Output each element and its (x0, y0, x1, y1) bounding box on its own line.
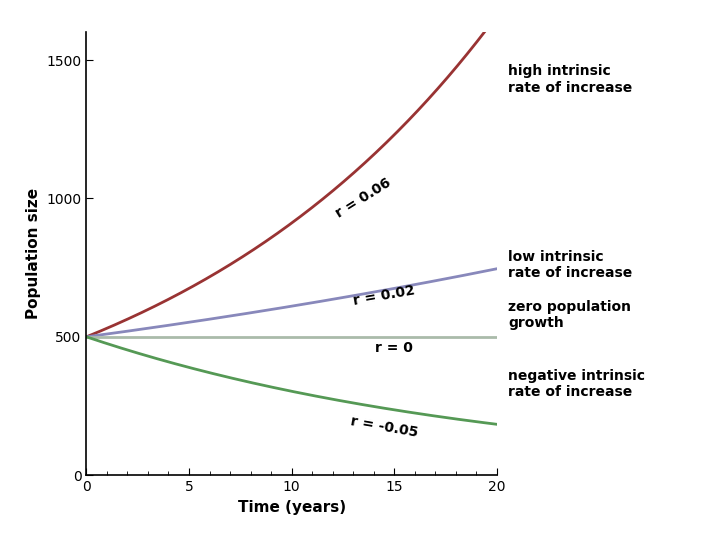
Text: negative intrinsic
rate of increase: negative intrinsic rate of increase (508, 369, 645, 399)
Text: r = -0.05: r = -0.05 (349, 414, 419, 440)
Y-axis label: Population size: Population size (26, 188, 41, 319)
Text: high intrinsic
rate of increase: high intrinsic rate of increase (508, 64, 632, 94)
Text: r = 0.02: r = 0.02 (352, 283, 416, 308)
Text: r = 0.06: r = 0.06 (333, 176, 394, 221)
Text: zero population
growth: zero population growth (508, 300, 631, 330)
Text: low intrinsic
rate of increase: low intrinsic rate of increase (508, 250, 632, 280)
X-axis label: Time (years): Time (years) (238, 500, 346, 515)
Text: r = 0: r = 0 (375, 341, 413, 355)
